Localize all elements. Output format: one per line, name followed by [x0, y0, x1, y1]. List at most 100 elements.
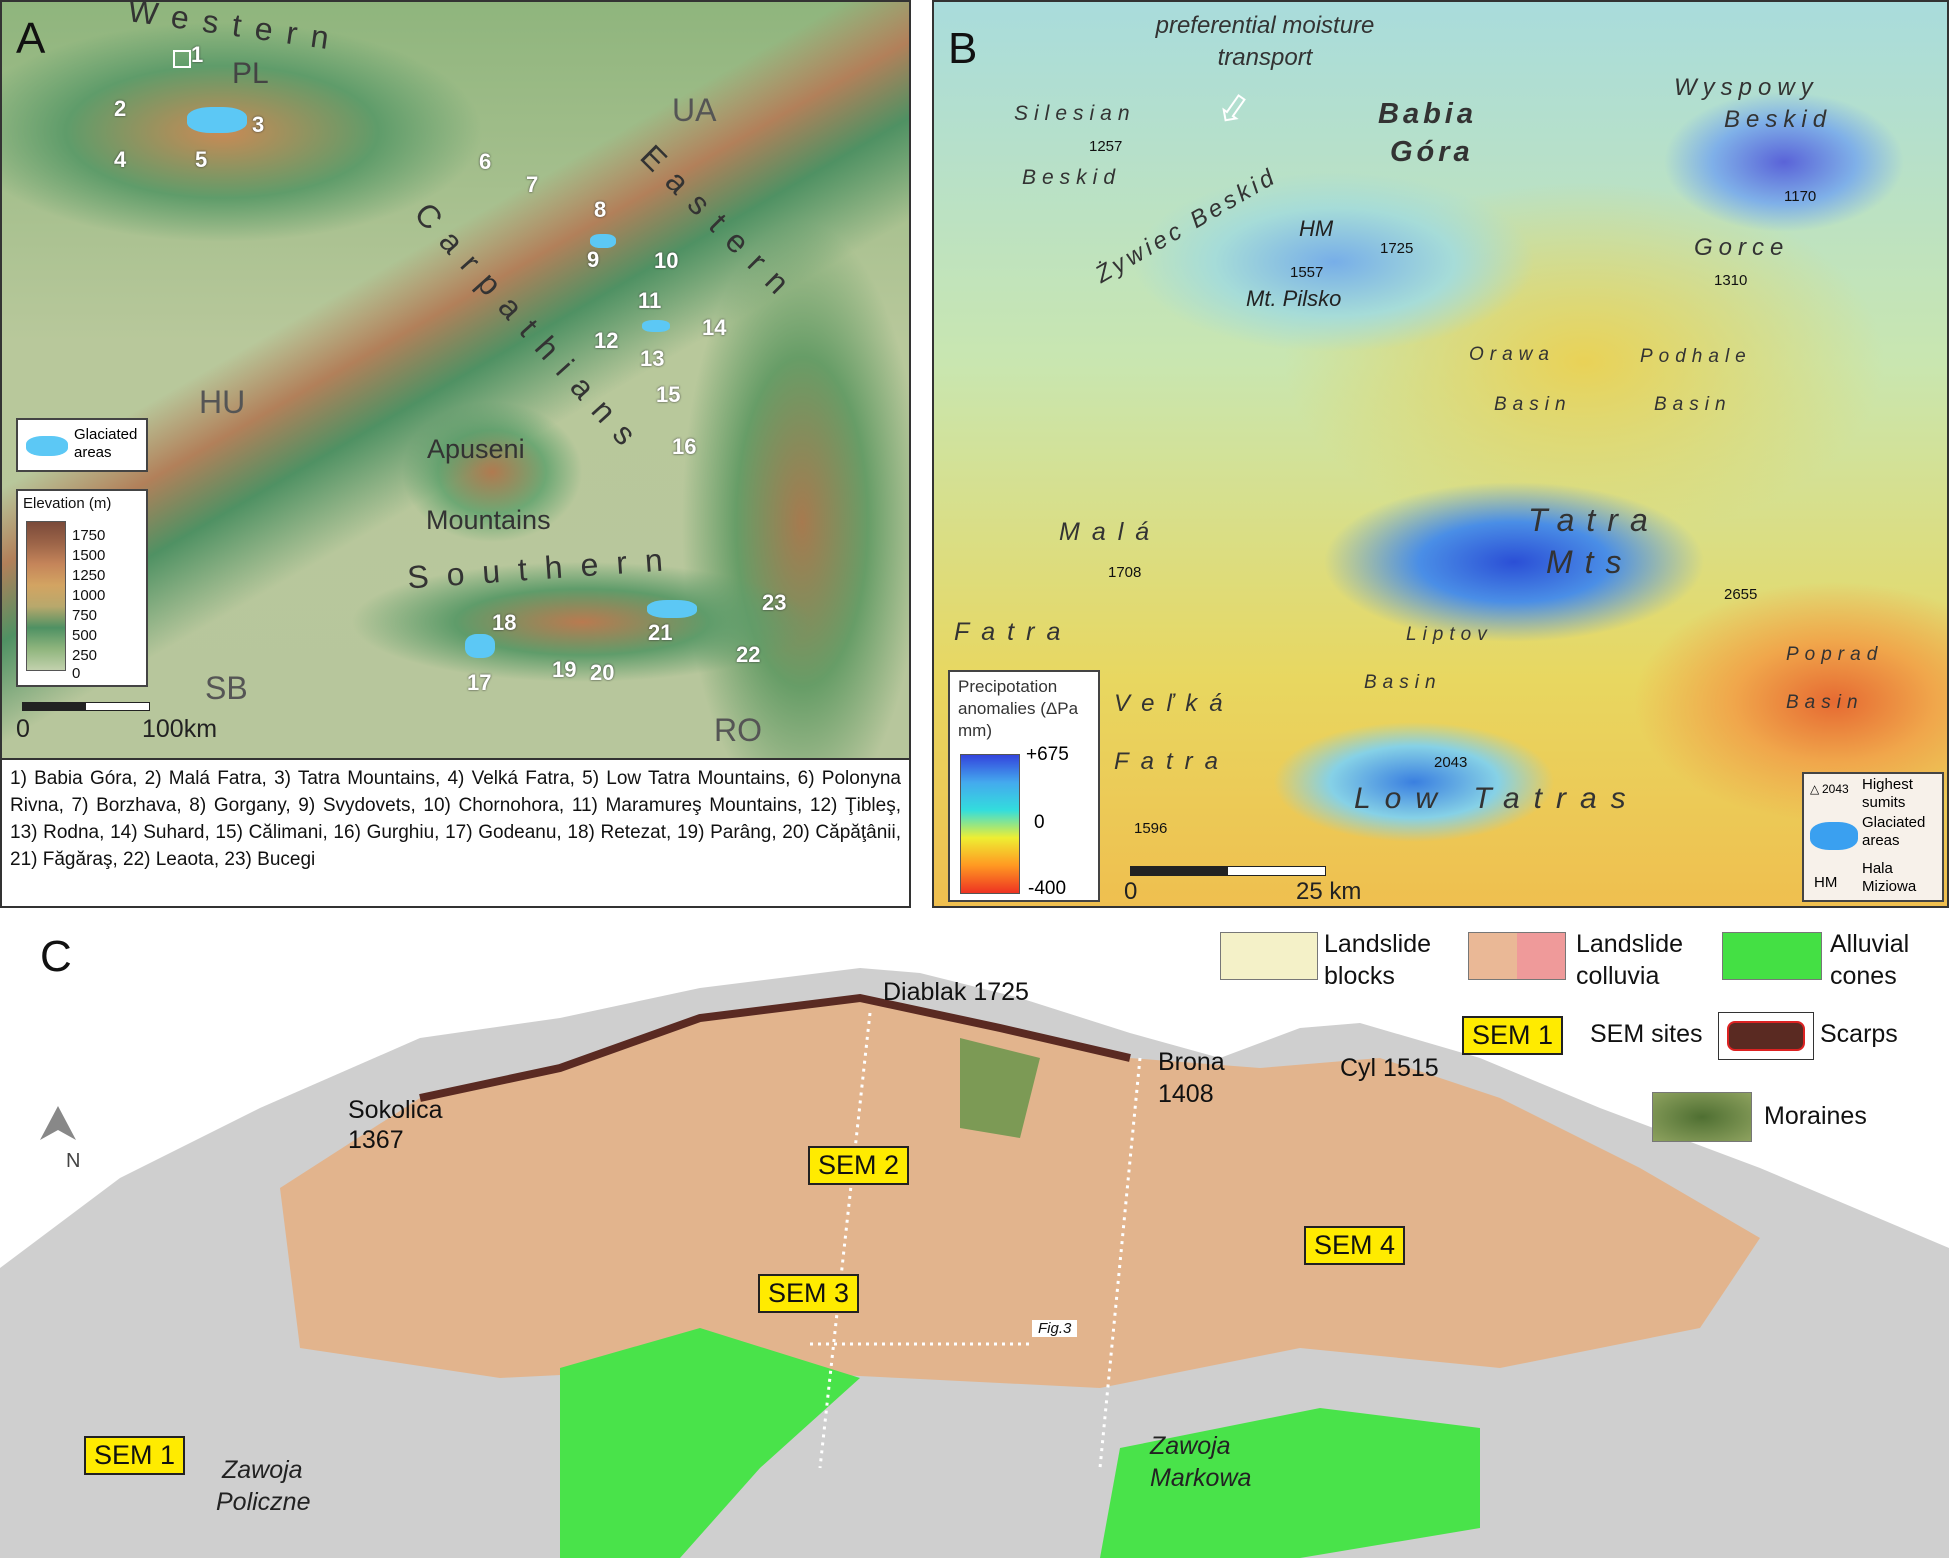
- place-label: Podhale: [1640, 346, 1752, 367]
- summit-elevation: 1596: [1134, 820, 1168, 837]
- summit-elevation: 2043: [1434, 754, 1468, 771]
- place-label: Basin: [1786, 692, 1864, 713]
- peak-label: Sokolica: [348, 1096, 443, 1124]
- north-arrow-icon: [40, 1106, 76, 1140]
- place-label: Veľká: [1114, 690, 1235, 717]
- north-label: N: [66, 1150, 81, 1172]
- moraine-area: [960, 1038, 1040, 1138]
- place-label: Babia: [1378, 98, 1477, 130]
- precipitation-color-bar: [960, 754, 1020, 894]
- country-label: HU: [199, 384, 246, 420]
- alluvial-cone: [1100, 1408, 1480, 1558]
- figure-reference: Fig.3: [1032, 1320, 1078, 1337]
- site-number: 16: [672, 434, 697, 459]
- site-number: 15: [656, 382, 681, 407]
- site-number: 12: [594, 328, 619, 353]
- legend-min: -400: [1028, 878, 1067, 899]
- panel-letter: C: [40, 932, 72, 981]
- legend-label: SEM sites: [1590, 1020, 1703, 1048]
- place-label: Poprad: [1786, 644, 1884, 665]
- site-number: 7: [526, 172, 539, 197]
- terrain-model: [0, 968, 1949, 1558]
- glaciated-legend: Glaciated areas: [16, 418, 148, 472]
- place-label: Basin: [1364, 672, 1442, 693]
- elevation-tick: 0: [72, 665, 81, 682]
- region-label: Apuseni: [427, 434, 525, 464]
- summit-elevation: 1557: [1290, 264, 1324, 281]
- elevation-tick: 500: [72, 627, 98, 644]
- moisture-transport-label: preferential moisture transport: [1155, 12, 1375, 71]
- place-label: HM: [1299, 216, 1334, 241]
- country-label: PL: [232, 57, 269, 90]
- scale-label: 25 km: [1296, 878, 1362, 905]
- site-number: 4: [114, 147, 127, 172]
- summit-elevation: 1310: [1714, 272, 1748, 289]
- scale-bar: [22, 702, 150, 711]
- region-label: Mountains: [426, 505, 551, 535]
- place-label: Wyspowy: [1674, 74, 1819, 101]
- summit-elevation: 1708: [1108, 564, 1142, 581]
- sem-site-label: SEM 3: [758, 1274, 860, 1313]
- legend-swatch-alluvial-cones: [1722, 932, 1822, 980]
- site-number: 17: [467, 670, 492, 695]
- panel-letter: B: [948, 24, 978, 73]
- elevation-tick: 1750: [72, 527, 106, 544]
- region-label: Western: [125, 0, 346, 58]
- site-number: 20: [590, 660, 615, 685]
- legend-label: Alluvial cones: [1830, 930, 1910, 990]
- glacier-swatch: [26, 436, 68, 456]
- precipitation-legend: Precipotation anomalies (ΔPa mm) +675 0 …: [948, 670, 1100, 902]
- summit-elevation: 1725: [1380, 240, 1414, 257]
- alluvial-cone: [560, 1328, 860, 1558]
- elevation-tick: 750: [72, 607, 98, 624]
- place-label: Beskid: [1724, 106, 1833, 133]
- place-label: Low Tatras: [1354, 782, 1640, 815]
- peak-label: 1408: [1158, 1080, 1214, 1108]
- elevation-tick: 1250: [72, 567, 106, 584]
- glaciated-label: Glaciated areas: [74, 426, 138, 461]
- place-label: Malá: [1059, 518, 1162, 546]
- site-number: 13: [640, 346, 665, 371]
- elevation-tick: 1000: [72, 587, 106, 604]
- legend-max: +675: [1026, 744, 1069, 765]
- site-number: 10: [654, 248, 679, 273]
- landslide-colluvia-area: [280, 998, 1760, 1388]
- panel-b-precipitation-map: B preferential moisture transport ⇩ Sile…: [932, 0, 1949, 908]
- site-number: 1: [191, 42, 204, 67]
- site-number: 8: [594, 197, 607, 222]
- legend-hm: HM: [1814, 874, 1838, 891]
- panel-c-3d-landslide-map: C N Diablak 1725 Sokolica 1367 Brona 140…: [0, 908, 1949, 1558]
- scarp-line: [419, 993, 1131, 1102]
- panel-a-carpathians-map: A 1 2 3 4 5 6 7 8 9 10 11 12 13 14 15 16…: [0, 0, 911, 760]
- legend-summit-label: Highest sumits: [1862, 776, 1913, 811]
- moisture-arrow-icon: ⇩: [1206, 82, 1260, 138]
- scale-zero: 0: [16, 715, 30, 743]
- legend-sem-key: SEM 1: [1462, 1016, 1564, 1055]
- peak-label: 1367: [348, 1126, 404, 1154]
- glacier-tatra: [187, 107, 247, 133]
- place-label: Góra: [1390, 136, 1474, 168]
- legend-swatch-landslide-blocks: [1220, 932, 1318, 980]
- sem-site-label: SEM 1: [84, 1436, 186, 1475]
- place-label: Tatra: [1528, 502, 1660, 538]
- region-label: Eastern: [633, 137, 807, 311]
- site-number: 9: [587, 247, 600, 272]
- site-number: 22: [736, 642, 761, 667]
- place-label: Mt. Pilsko: [1246, 286, 1342, 311]
- site-number: 19: [552, 657, 577, 682]
- elevation-legend: Elevation (m) 1750 1500 1250 1000 750 50…: [16, 489, 148, 687]
- place-label: Orawa: [1469, 344, 1555, 365]
- place-label: Zawoja: [222, 1456, 303, 1484]
- peak-label: Cyl 1515: [1340, 1054, 1439, 1082]
- glacier-svydovets: [590, 234, 616, 248]
- site-number: 21: [648, 620, 673, 645]
- site-number: 18: [492, 610, 517, 635]
- place-label: Policzne: [216, 1488, 311, 1516]
- sem-site-label: SEM 2: [808, 1146, 910, 1185]
- panel-letter: A: [16, 14, 46, 63]
- elevation-tick: 1500: [72, 547, 106, 564]
- panel-a-caption: 1) Babia Góra, 2) Malá Fatra, 3) Tatra M…: [0, 760, 911, 908]
- place-label: Gorce: [1694, 234, 1790, 261]
- region-label: Southern: [406, 540, 682, 596]
- site-number: 5: [195, 147, 208, 172]
